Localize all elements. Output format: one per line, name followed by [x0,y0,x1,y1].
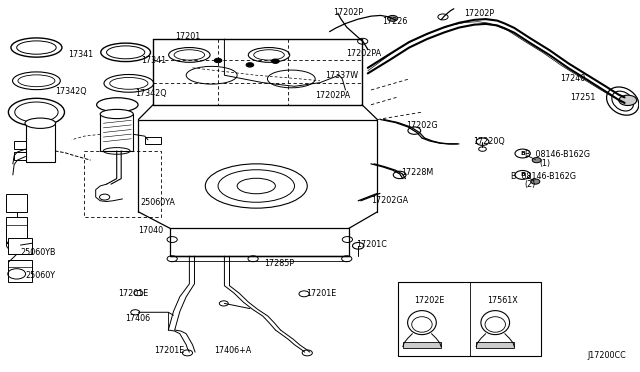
Text: 17251: 17251 [570,93,595,102]
Ellipse shape [97,98,138,112]
Text: B: B [520,151,525,156]
Bar [6,217,27,243]
Ellipse shape [248,48,290,62]
Bar [8,238,32,254]
Bar [26,123,55,162]
Bar [8,260,32,282]
Circle shape [619,95,637,106]
Ellipse shape [408,311,436,334]
Circle shape [271,59,279,63]
Ellipse shape [25,118,56,128]
Circle shape [214,58,222,62]
Text: 17341: 17341 [141,56,166,65]
Circle shape [515,149,531,158]
Text: 17201E: 17201E [154,346,184,355]
Circle shape [408,127,420,134]
Bar [14,141,26,149]
Text: 17040: 17040 [138,226,163,235]
Ellipse shape [607,87,639,115]
Bar [100,114,133,151]
Circle shape [531,179,540,184]
Text: 17202G: 17202G [406,121,438,130]
Text: 17406: 17406 [125,314,151,323]
Bar [397,282,541,356]
Text: 17240: 17240 [560,74,586,83]
Bar [476,342,515,349]
Ellipse shape [481,311,509,334]
Text: 25060YA: 25060YA [140,198,175,207]
Text: 25060YB: 25060YB [20,248,56,257]
Text: B  08146-B162G: B 08146-B162G [511,171,576,180]
Text: (2): (2) [524,180,535,189]
Bar [145,137,161,144]
Text: 17341: 17341 [68,51,93,60]
Text: 17202PA: 17202PA [346,49,381,58]
Text: 17202PA: 17202PA [315,91,350,100]
Text: 17342Q: 17342Q [135,89,167,98]
Text: (1): (1) [540,158,551,168]
Text: B: B [520,173,525,177]
Ellipse shape [612,91,634,111]
Text: 17220Q: 17220Q [473,137,505,146]
Text: 17226: 17226 [383,17,408,26]
Text: 17202GA: 17202GA [371,196,408,205]
Ellipse shape [205,164,307,208]
Bar [14,152,26,160]
Circle shape [532,158,541,163]
Circle shape [388,15,397,21]
Bar [6,194,27,212]
Circle shape [246,62,253,67]
Text: 17201E: 17201E [118,289,148,298]
Text: 17202P: 17202P [333,8,363,17]
Bar [403,342,441,349]
Text: 25060Y: 25060Y [26,271,56,280]
Text: 17342Q: 17342Q [56,87,87,96]
Text: 17406+A: 17406+A [214,346,252,355]
Text: 17202P: 17202P [465,9,495,18]
Text: 17201: 17201 [175,32,200,41]
Text: 17201C: 17201C [356,240,387,249]
Text: 17202E: 17202E [413,296,444,305]
Circle shape [515,170,531,179]
Text: 17285P: 17285P [264,259,294,268]
Text: 17228M: 17228M [401,168,434,177]
Text: J17200CC: J17200CC [588,351,627,360]
Text: 17201E: 17201E [306,289,336,298]
Text: B  08146-B162G: B 08146-B162G [525,150,590,159]
Ellipse shape [169,48,210,62]
Ellipse shape [100,109,133,119]
Text: 17561X: 17561X [487,296,518,305]
Text: 17337W: 17337W [325,71,358,80]
